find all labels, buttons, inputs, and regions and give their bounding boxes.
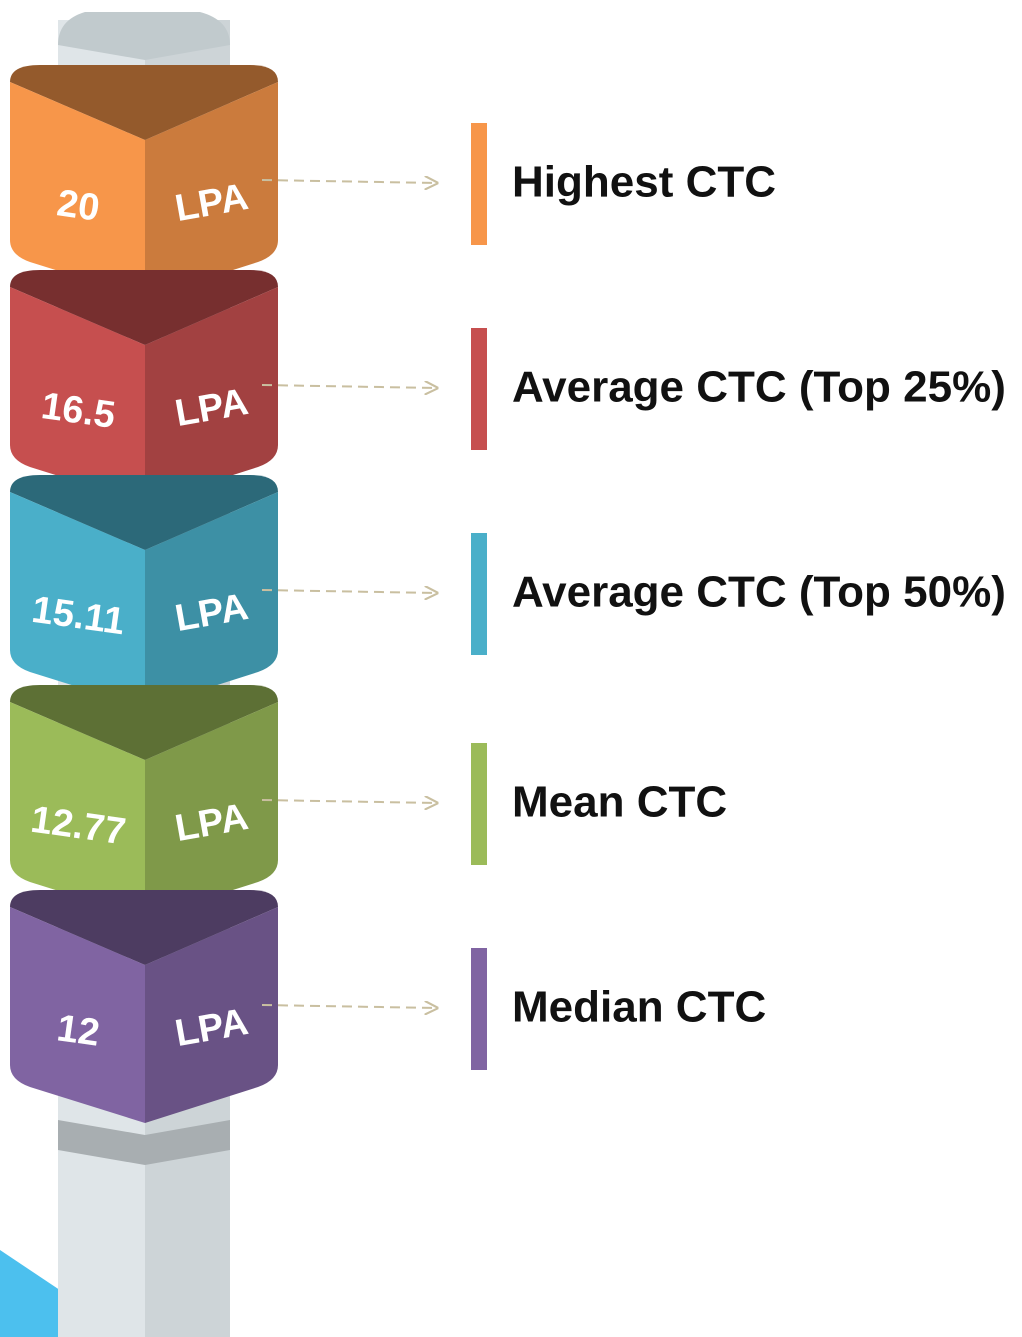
connector-arrow <box>261 800 437 803</box>
label-text: Average CTC (Top 50%) <box>512 568 1006 617</box>
band-rim <box>10 890 278 965</box>
band-left <box>10 907 145 1123</box>
legend-bar <box>471 328 487 450</box>
band-right <box>145 907 278 1123</box>
band: 12 LPA Median CTC <box>10 890 766 1165</box>
legend-bar <box>471 123 487 245</box>
connector-arrow <box>261 1005 437 1008</box>
band: 12.77 LPA Mean CTC <box>10 685 727 960</box>
legend-bar <box>471 948 487 1070</box>
band-left <box>10 82 145 298</box>
connector-arrow <box>261 590 437 593</box>
band-left <box>10 492 145 708</box>
band-right <box>145 492 278 708</box>
label-text: Median CTC <box>512 983 766 1032</box>
value-text: 12 <box>54 1007 102 1054</box>
label-text: Average CTC (Top 25%) <box>512 363 1006 412</box>
band: 16.5 LPA Average CTC (Top 25%) <box>10 270 1006 545</box>
label-text: Highest CTC <box>512 158 776 207</box>
band-rim <box>10 685 278 760</box>
value-text: 20 <box>54 182 102 229</box>
legend-bar <box>471 533 487 655</box>
value-text: 16.5 <box>39 385 118 437</box>
band-right <box>145 287 278 503</box>
band-right <box>145 702 278 918</box>
connector-arrow <box>261 180 437 183</box>
pillar-collar <box>58 1120 230 1165</box>
legend-bar <box>471 743 487 865</box>
band-left <box>10 287 145 503</box>
band-right <box>145 82 278 298</box>
connector-arrow <box>261 385 437 388</box>
band-left <box>10 702 145 918</box>
band-rim <box>10 65 278 140</box>
label-text: Mean CTC <box>512 778 727 827</box>
band-rim <box>10 270 278 345</box>
band-rim <box>10 475 278 550</box>
